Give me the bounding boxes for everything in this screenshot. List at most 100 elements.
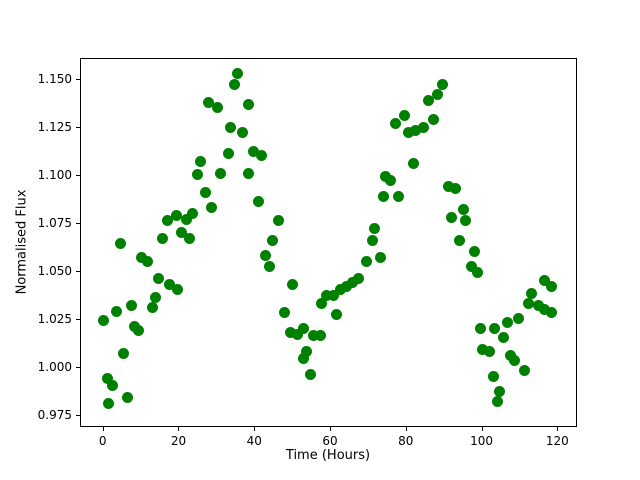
x-tick-mark [557, 427, 559, 431]
data-point [115, 238, 127, 250]
x-axis-label: Time (Hours) [285, 448, 371, 463]
data-point [314, 330, 326, 342]
data-point [384, 175, 396, 187]
data-point [360, 255, 372, 267]
x-tick-label: 0 [98, 434, 107, 448]
y-tick-mark [76, 79, 80, 81]
x-tick-mark [481, 427, 483, 431]
data-point [304, 368, 316, 380]
data-point [437, 79, 449, 91]
x-tick-mark [254, 427, 256, 431]
data-point [346, 276, 358, 288]
x-tick-label: 20 [170, 434, 187, 448]
data-point [368, 223, 380, 235]
data-point [488, 370, 500, 382]
data-point [136, 251, 148, 263]
data-point [147, 301, 159, 313]
data-point [285, 326, 297, 338]
y-tick-mark [76, 318, 80, 320]
data-point [457, 203, 469, 215]
y-tick-mark [76, 414, 80, 416]
y-tick-label: 1.075 [37, 215, 72, 230]
data-point [423, 94, 434, 106]
data-point [102, 372, 114, 384]
data-point [454, 234, 466, 246]
data-point [199, 186, 211, 198]
data-point [523, 297, 534, 309]
data-point [320, 290, 332, 302]
data-point [118, 347, 130, 359]
data-point [278, 307, 290, 319]
x-tick-label: 100 [470, 434, 493, 448]
data-point [103, 397, 115, 409]
data-point [533, 299, 545, 311]
y-tick-mark [76, 270, 80, 272]
data-point [122, 391, 134, 403]
data-point [164, 278, 176, 290]
data-point [502, 317, 514, 329]
data-point [255, 150, 267, 162]
data-point [352, 272, 364, 284]
data-point [505, 349, 517, 361]
data-point [539, 303, 551, 315]
x-tick-label: 60 [322, 434, 338, 448]
data-point [126, 299, 138, 311]
data-point [407, 157, 419, 169]
data-point [494, 386, 506, 398]
data-point [398, 110, 410, 121]
data-point [202, 96, 214, 108]
data-point [418, 121, 430, 133]
data-point [466, 261, 478, 273]
x-tick-label: 120 [545, 434, 569, 448]
data-point [460, 215, 472, 227]
y-tick-label: 1.150 [37, 72, 72, 87]
data-point [471, 267, 483, 279]
x-tick-mark [102, 427, 104, 431]
data-point [111, 305, 123, 317]
data-point [483, 345, 495, 357]
data-point [133, 324, 145, 336]
y-tick-label: 1.025 [37, 311, 72, 326]
data-point [327, 290, 339, 302]
data-point [477, 343, 489, 355]
x-tick-mark [178, 427, 180, 431]
plot-area [80, 58, 577, 427]
data-point [498, 332, 509, 344]
data-point [546, 280, 558, 292]
data-point [247, 146, 259, 158]
data-point [330, 309, 342, 321]
data-point [377, 190, 389, 202]
y-tick-label: 1.000 [37, 359, 72, 374]
data-point [162, 215, 174, 227]
data-point [389, 117, 401, 129]
data-point [222, 148, 234, 160]
data-point [98, 315, 110, 327]
data-point [266, 234, 278, 246]
data-point [184, 232, 196, 244]
data-point [519, 364, 531, 376]
data-point [402, 127, 414, 139]
data-point [315, 297, 327, 309]
y-tick-mark [76, 366, 80, 368]
data-point [446, 211, 458, 223]
data-point [286, 278, 298, 290]
data-point [449, 182, 461, 194]
data-point [243, 98, 255, 110]
data-point [297, 322, 309, 334]
data-point [334, 284, 346, 296]
y-axis-label: Normalised Flux [14, 189, 30, 295]
data-point [409, 125, 421, 137]
data-point [171, 209, 183, 221]
data-point [107, 380, 119, 392]
data-point [546, 307, 558, 319]
y-tick-label: 1.125 [37, 120, 72, 134]
data-point [152, 272, 164, 284]
data-point [252, 196, 264, 208]
data-point [340, 280, 352, 292]
x-tick-mark [405, 427, 407, 431]
data-point [150, 292, 162, 304]
data-point [427, 113, 439, 125]
y-tick-label: 0.975 [37, 407, 72, 422]
data-point [491, 395, 503, 407]
data-point [224, 121, 236, 133]
